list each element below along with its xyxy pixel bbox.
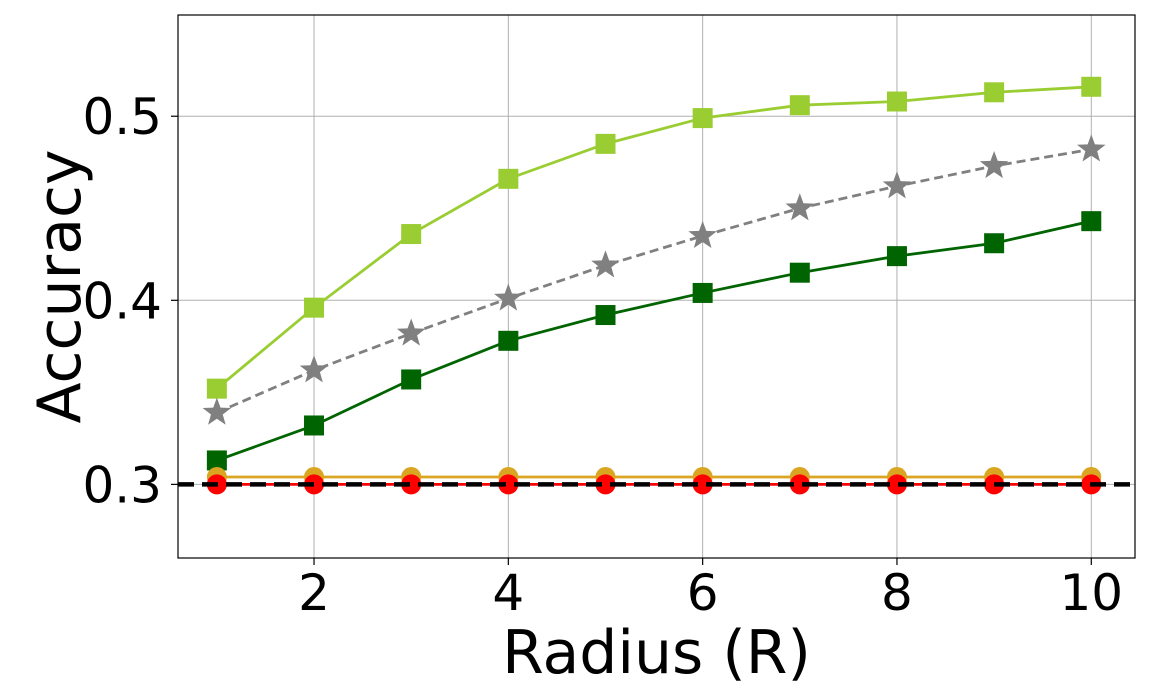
data-point <box>498 168 519 189</box>
series-2 <box>202 134 1106 425</box>
x-tick-label: 10 <box>1059 564 1123 622</box>
data-point <box>984 82 1005 103</box>
series-3 <box>206 211 1102 471</box>
data-point <box>304 415 325 436</box>
data-point <box>789 262 810 283</box>
data-point <box>401 224 422 245</box>
axis-ticks: 2 4 6 8 10 0.3 0.4 0.5 <box>82 88 1123 622</box>
series-line <box>216 147 1092 414</box>
data-point <box>304 474 325 495</box>
data-point <box>688 220 717 249</box>
x-tick-label: 4 <box>492 564 524 622</box>
y-tick-label: 0.4 <box>82 272 162 330</box>
x-axis-title: Radius (R) <box>502 618 811 688</box>
data-point <box>979 150 1009 179</box>
data-point <box>202 397 232 425</box>
data-point <box>984 233 1005 254</box>
data-point <box>886 91 907 112</box>
plot-data <box>178 76 1135 495</box>
y-tick-label: 0.3 <box>82 456 162 514</box>
y-tick-label: 0.5 <box>82 88 162 146</box>
x-tick-label: 6 <box>687 564 719 622</box>
data-point <box>498 474 519 495</box>
data-point <box>304 297 325 318</box>
data-point <box>401 474 422 495</box>
data-point <box>886 246 907 267</box>
data-point <box>692 474 713 495</box>
data-point <box>785 193 815 221</box>
plot-frame <box>177 14 1136 559</box>
data-point <box>789 95 810 116</box>
data-point <box>206 450 227 471</box>
data-point <box>401 369 422 390</box>
data-point <box>498 330 519 351</box>
data-point <box>591 250 620 278</box>
x-tick-label: 8 <box>881 564 913 622</box>
data-point <box>595 305 616 326</box>
y-axis-title: Accuracy <box>25 150 95 424</box>
data-point <box>396 318 426 346</box>
data-point <box>1081 211 1102 232</box>
data-point <box>595 474 616 495</box>
series-line <box>215 85 1092 390</box>
series-line <box>216 219 1092 462</box>
data-point <box>299 355 329 383</box>
data-point <box>494 283 523 311</box>
x-tick-label: 2 <box>298 564 330 622</box>
data-point <box>789 474 810 495</box>
series-5 <box>206 474 1102 495</box>
data-point <box>882 171 912 199</box>
data-point <box>595 133 616 154</box>
data-point <box>692 282 713 303</box>
data-point <box>206 378 227 399</box>
data-point <box>692 108 713 129</box>
data-point <box>1077 134 1106 162</box>
data-point <box>1081 76 1102 97</box>
series-1 <box>206 76 1102 399</box>
data-point <box>886 474 907 495</box>
